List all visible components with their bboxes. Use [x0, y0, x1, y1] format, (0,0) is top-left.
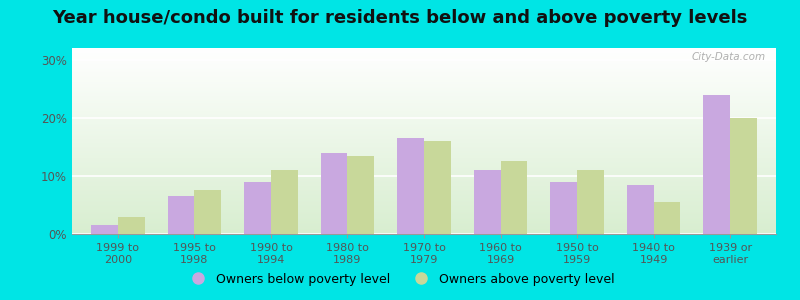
Bar	[244, 182, 271, 234]
Bar	[271, 170, 298, 234]
Text: City-Data.com: City-Data.com	[691, 52, 766, 62]
Bar	[398, 138, 424, 234]
Text: Year house/condo built for residents below and above poverty levels: Year house/condo built for residents bel…	[52, 9, 748, 27]
Bar	[474, 170, 501, 234]
Bar	[626, 184, 654, 234]
Bar	[347, 155, 374, 234]
Bar	[424, 141, 450, 234]
Bar	[321, 153, 347, 234]
Bar	[501, 161, 527, 234]
Bar	[577, 170, 604, 234]
Bar	[168, 196, 194, 234]
Bar	[91, 225, 118, 234]
Legend: Owners below poverty level, Owners above poverty level: Owners below poverty level, Owners above…	[181, 268, 619, 291]
Bar	[654, 202, 680, 234]
Bar	[730, 118, 757, 234]
Bar	[703, 94, 730, 234]
Bar	[118, 217, 145, 234]
Bar	[194, 190, 222, 234]
Bar	[550, 182, 577, 234]
